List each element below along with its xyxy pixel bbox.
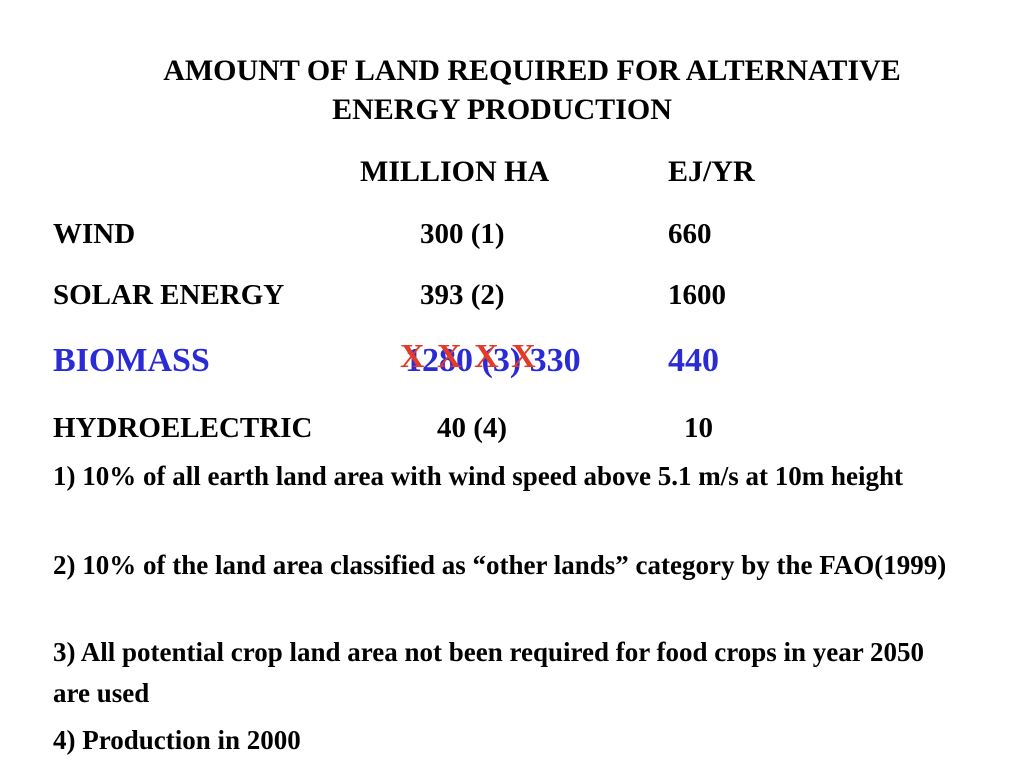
row-wind-ej: 660 [668,218,712,250]
row-biomass-label: BIOMASS [53,342,210,379]
row-hydro-ha: 40 (4) [437,412,508,444]
note-1: 1) 10% of all earth land area with wind … [53,461,904,491]
row-wind-label: WIND [53,218,136,250]
biomass-strike-marks: X X X X [400,338,538,375]
row-solar-ej: 1600 [668,279,726,311]
header-million-ha: MILLION HA [360,155,550,188]
note-3: 3) All potential crop land area not been… [53,637,925,708]
row-biomass-ha: 1280 (3) 330 [405,342,581,379]
row-solar-label: SOLAR ENERGY [53,279,285,311]
row-biomass-ej: 440 [668,342,719,379]
row-wind-ha: 300 (1) [420,218,505,250]
page-title-line1: AMOUNT OF LAND REQUIRED FOR ALTERNATIVE [163,54,901,87]
note-2: 2) 10% of the land area classified as “o… [53,550,947,580]
row-solar-ha: 393 (2) [420,279,505,311]
header-ej-yr: EJ/YR [668,155,755,188]
page-title-line2: ENERGY PRODUCTION [332,93,672,126]
row-hydro-ej: 10 [684,412,713,444]
note-4: 4) Production in 2000 [53,725,301,755]
row-hydro-label: HYDROELECTRIC [53,412,313,444]
